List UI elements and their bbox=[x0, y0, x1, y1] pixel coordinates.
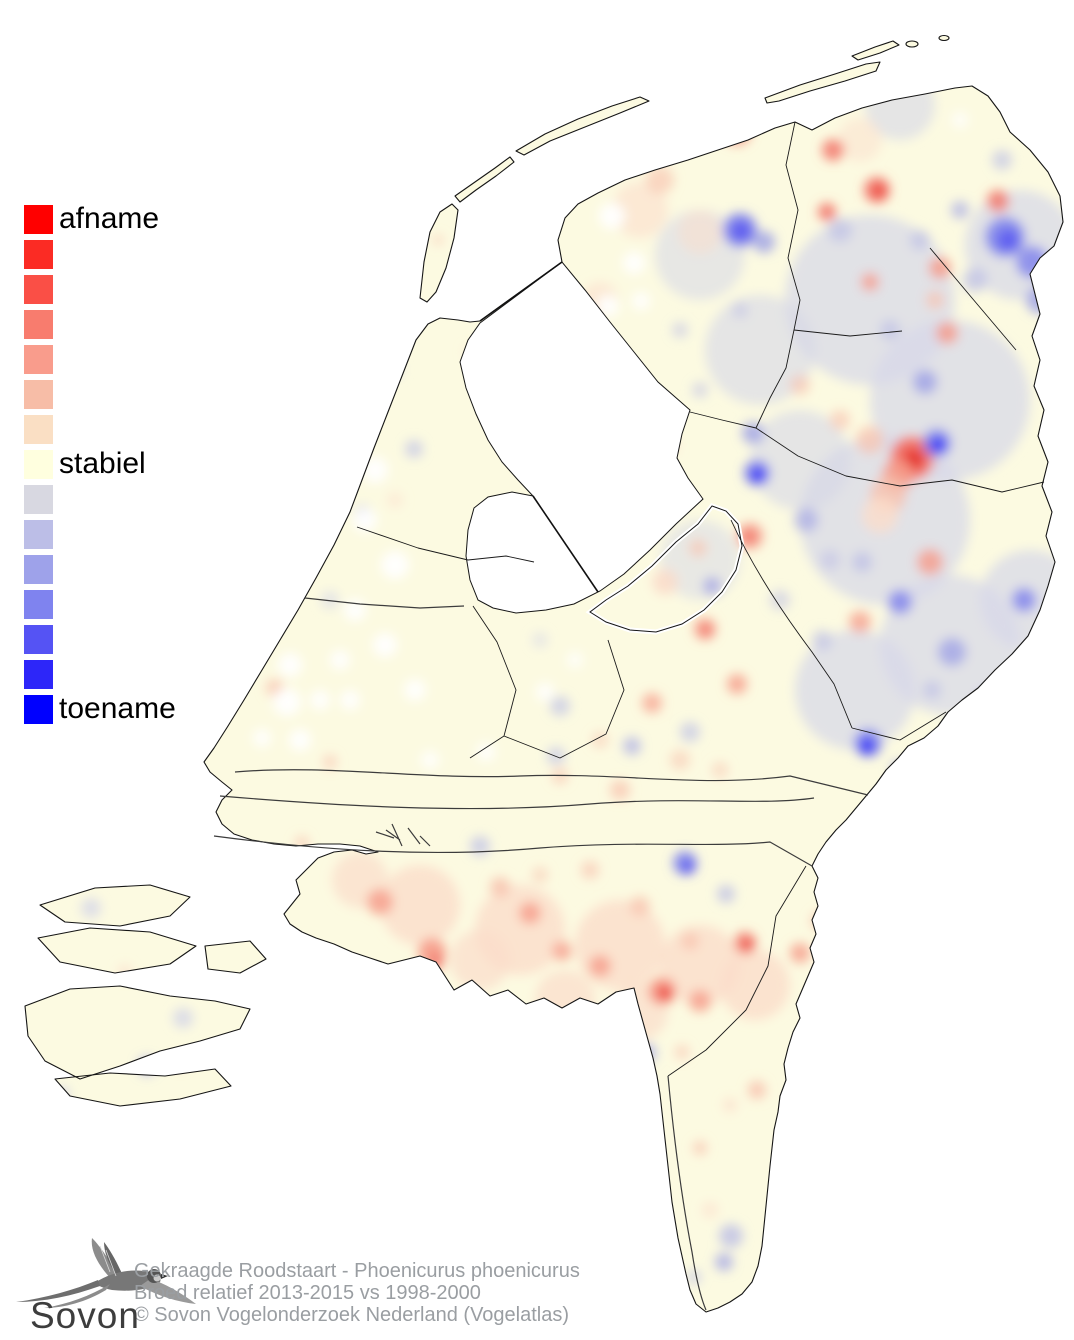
caption-species-line: Gekraagde Roodstaart - Phoenicurus phoen… bbox=[134, 1260, 580, 1282]
rivers bbox=[213, 597, 869, 1311]
sovon-logo-bird-icon bbox=[16, 1238, 196, 1308]
legend-swatch-6 bbox=[24, 415, 53, 444]
legend-swatch-13 bbox=[24, 660, 53, 689]
trend-density-field bbox=[55, 69, 1063, 1284]
legend-swatch-7 bbox=[24, 450, 53, 479]
legend-swatch-5 bbox=[24, 380, 53, 409]
map-caption: Gekraagde Roodstaart - Phoenicurus phoen… bbox=[134, 1260, 580, 1326]
legend-swatch-2 bbox=[24, 275, 53, 304]
sovon-logo-text: Sovon bbox=[30, 1295, 140, 1336]
islet bbox=[905, 40, 919, 48]
legend-swatch-8 bbox=[24, 485, 53, 514]
legend-swatch-11 bbox=[24, 590, 53, 619]
caption-period-line: Broed relatief 2013-2015 vs 1998-2000 bbox=[134, 1282, 481, 1304]
legend-swatch-12 bbox=[24, 625, 53, 654]
islet bbox=[938, 34, 950, 42]
houtribdijk-line bbox=[532, 495, 599, 593]
legend-swatch-3 bbox=[24, 310, 53, 339]
legend-label-afname: afname bbox=[59, 202, 160, 235]
legend-label-toename: toename bbox=[59, 692, 176, 725]
legend-swatch-9 bbox=[24, 520, 53, 549]
caption-copyright-line: © Sovon Vogelonderzoek Nederland (Vogela… bbox=[134, 1304, 570, 1326]
province-borders bbox=[356, 121, 1045, 1077]
afsluitdijk-line bbox=[479, 261, 563, 322]
coastlines bbox=[24, 34, 1064, 1313]
legend-swatch-14 bbox=[24, 695, 53, 724]
legend-label-stabiel: stabiel bbox=[59, 447, 146, 480]
legend-swatch-1 bbox=[24, 240, 53, 269]
legend-swatch-10 bbox=[24, 555, 53, 584]
legend-swatch-4 bbox=[24, 345, 53, 374]
land-base bbox=[25, 35, 1063, 1312]
legend-swatch-0 bbox=[24, 205, 53, 234]
